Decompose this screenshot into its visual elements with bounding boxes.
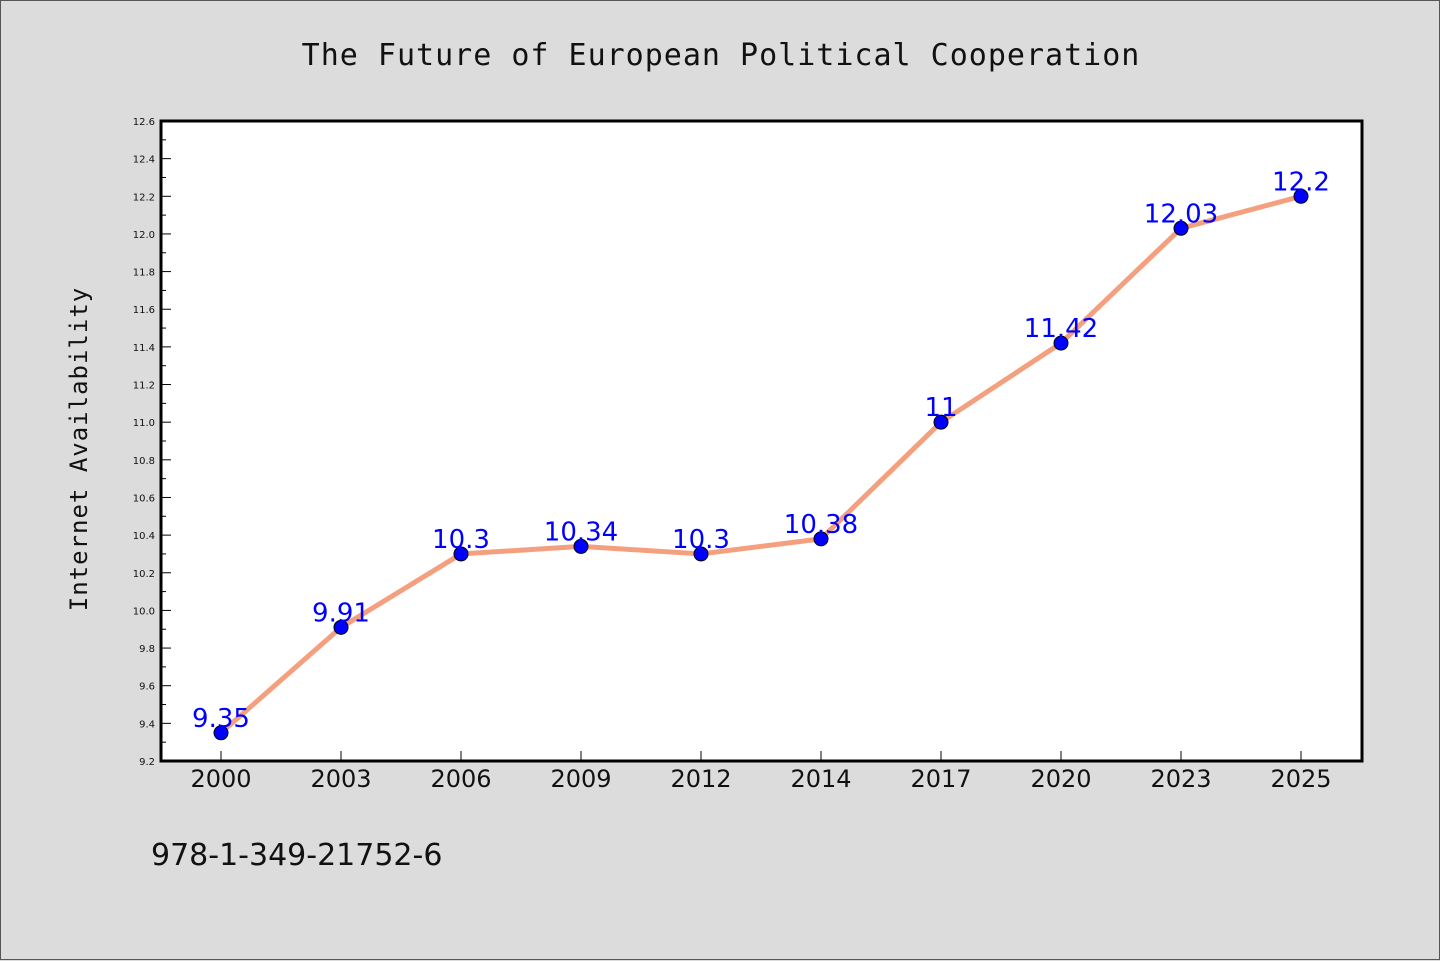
data-label: 10.3 bbox=[432, 525, 490, 555]
y-tick-label: 9.2 bbox=[139, 757, 155, 768]
y-tick-label: 12.6 bbox=[133, 117, 155, 128]
x-tick-label: 2012 bbox=[670, 765, 731, 793]
x-tick-label: 2014 bbox=[790, 765, 851, 793]
y-axis: 9.2 9.4 9.6 9.8 10.0 10.2 10.4 10.6 10.8 11.0 11.2… bbox=[133, 117, 171, 768]
chart-title: The Future of European Political Coopera… bbox=[302, 38, 1141, 73]
y-tick-label: 10.4 bbox=[133, 531, 155, 542]
y-tick-label: 12.2 bbox=[133, 192, 155, 203]
y-tick-label: 9.8 bbox=[139, 644, 155, 655]
y-tick-label: 10.0 bbox=[133, 606, 155, 617]
y-tick-label: 12.4 bbox=[133, 155, 155, 166]
x-tick-label: 2000 bbox=[190, 765, 251, 793]
plot-area bbox=[159, 119, 1364, 763]
data-label: 11 bbox=[924, 393, 957, 423]
data-point bbox=[1053, 335, 1069, 351]
series-line bbox=[218, 193, 1304, 736]
x-tick-label: 2003 bbox=[310, 765, 371, 793]
data-point bbox=[333, 619, 349, 635]
y-tick-label: 9.6 bbox=[139, 682, 155, 693]
data-label: 9.91 bbox=[312, 598, 370, 628]
y-tick-label: 10.8 bbox=[133, 456, 155, 467]
data-label: 10.34 bbox=[544, 517, 618, 547]
y-tick-label: 11.8 bbox=[133, 268, 155, 279]
data-label: 10.38 bbox=[784, 510, 858, 540]
data-label: 9.35 bbox=[192, 704, 250, 734]
y-tick-label: 11.6 bbox=[133, 305, 155, 316]
data-point bbox=[1173, 220, 1189, 236]
data-point bbox=[693, 546, 709, 562]
data-point bbox=[1293, 188, 1309, 204]
x-tick-label: 2017 bbox=[910, 765, 971, 793]
x-tick-label: 2009 bbox=[550, 765, 611, 793]
x-tick-label: 2023 bbox=[1150, 765, 1211, 793]
y-tick-label: 10.2 bbox=[133, 569, 155, 580]
data-label: 11.42 bbox=[1024, 314, 1098, 344]
data-point bbox=[453, 546, 469, 562]
data-label: 12.03 bbox=[1144, 199, 1218, 229]
data-label: 12.2 bbox=[1272, 167, 1330, 197]
x-tick-label: 2020 bbox=[1030, 765, 1091, 793]
isbn-text: 978-1-349-21752-6 bbox=[151, 838, 442, 873]
y-tick-label: 11.0 bbox=[133, 418, 155, 429]
y-tick-label: 9.4 bbox=[139, 719, 155, 730]
x-tick-label: 2025 bbox=[1270, 765, 1331, 793]
data-point bbox=[813, 531, 829, 547]
data-series: 9.35 9.91 10.3 10.34 10.3 10.38 11 11.42 12.03 12… bbox=[192, 167, 1330, 741]
data-point bbox=[933, 414, 949, 430]
x-tick-label: 2006 bbox=[430, 765, 491, 793]
y-axis-label: Internet Availability bbox=[65, 287, 93, 611]
y-tick-label: 10.6 bbox=[133, 493, 155, 504]
y-tick-label: 11.2 bbox=[133, 381, 155, 392]
y-tick-label: 12.0 bbox=[133, 230, 155, 241]
y-tick-label: 11.4 bbox=[133, 343, 155, 354]
data-point bbox=[573, 538, 589, 554]
x-axis: 2000 2003 2006 2009 2012 2014 2017 2020 2023 2025 bbox=[190, 751, 1332, 793]
data-point bbox=[213, 725, 229, 741]
data-label: 10.3 bbox=[672, 525, 730, 555]
